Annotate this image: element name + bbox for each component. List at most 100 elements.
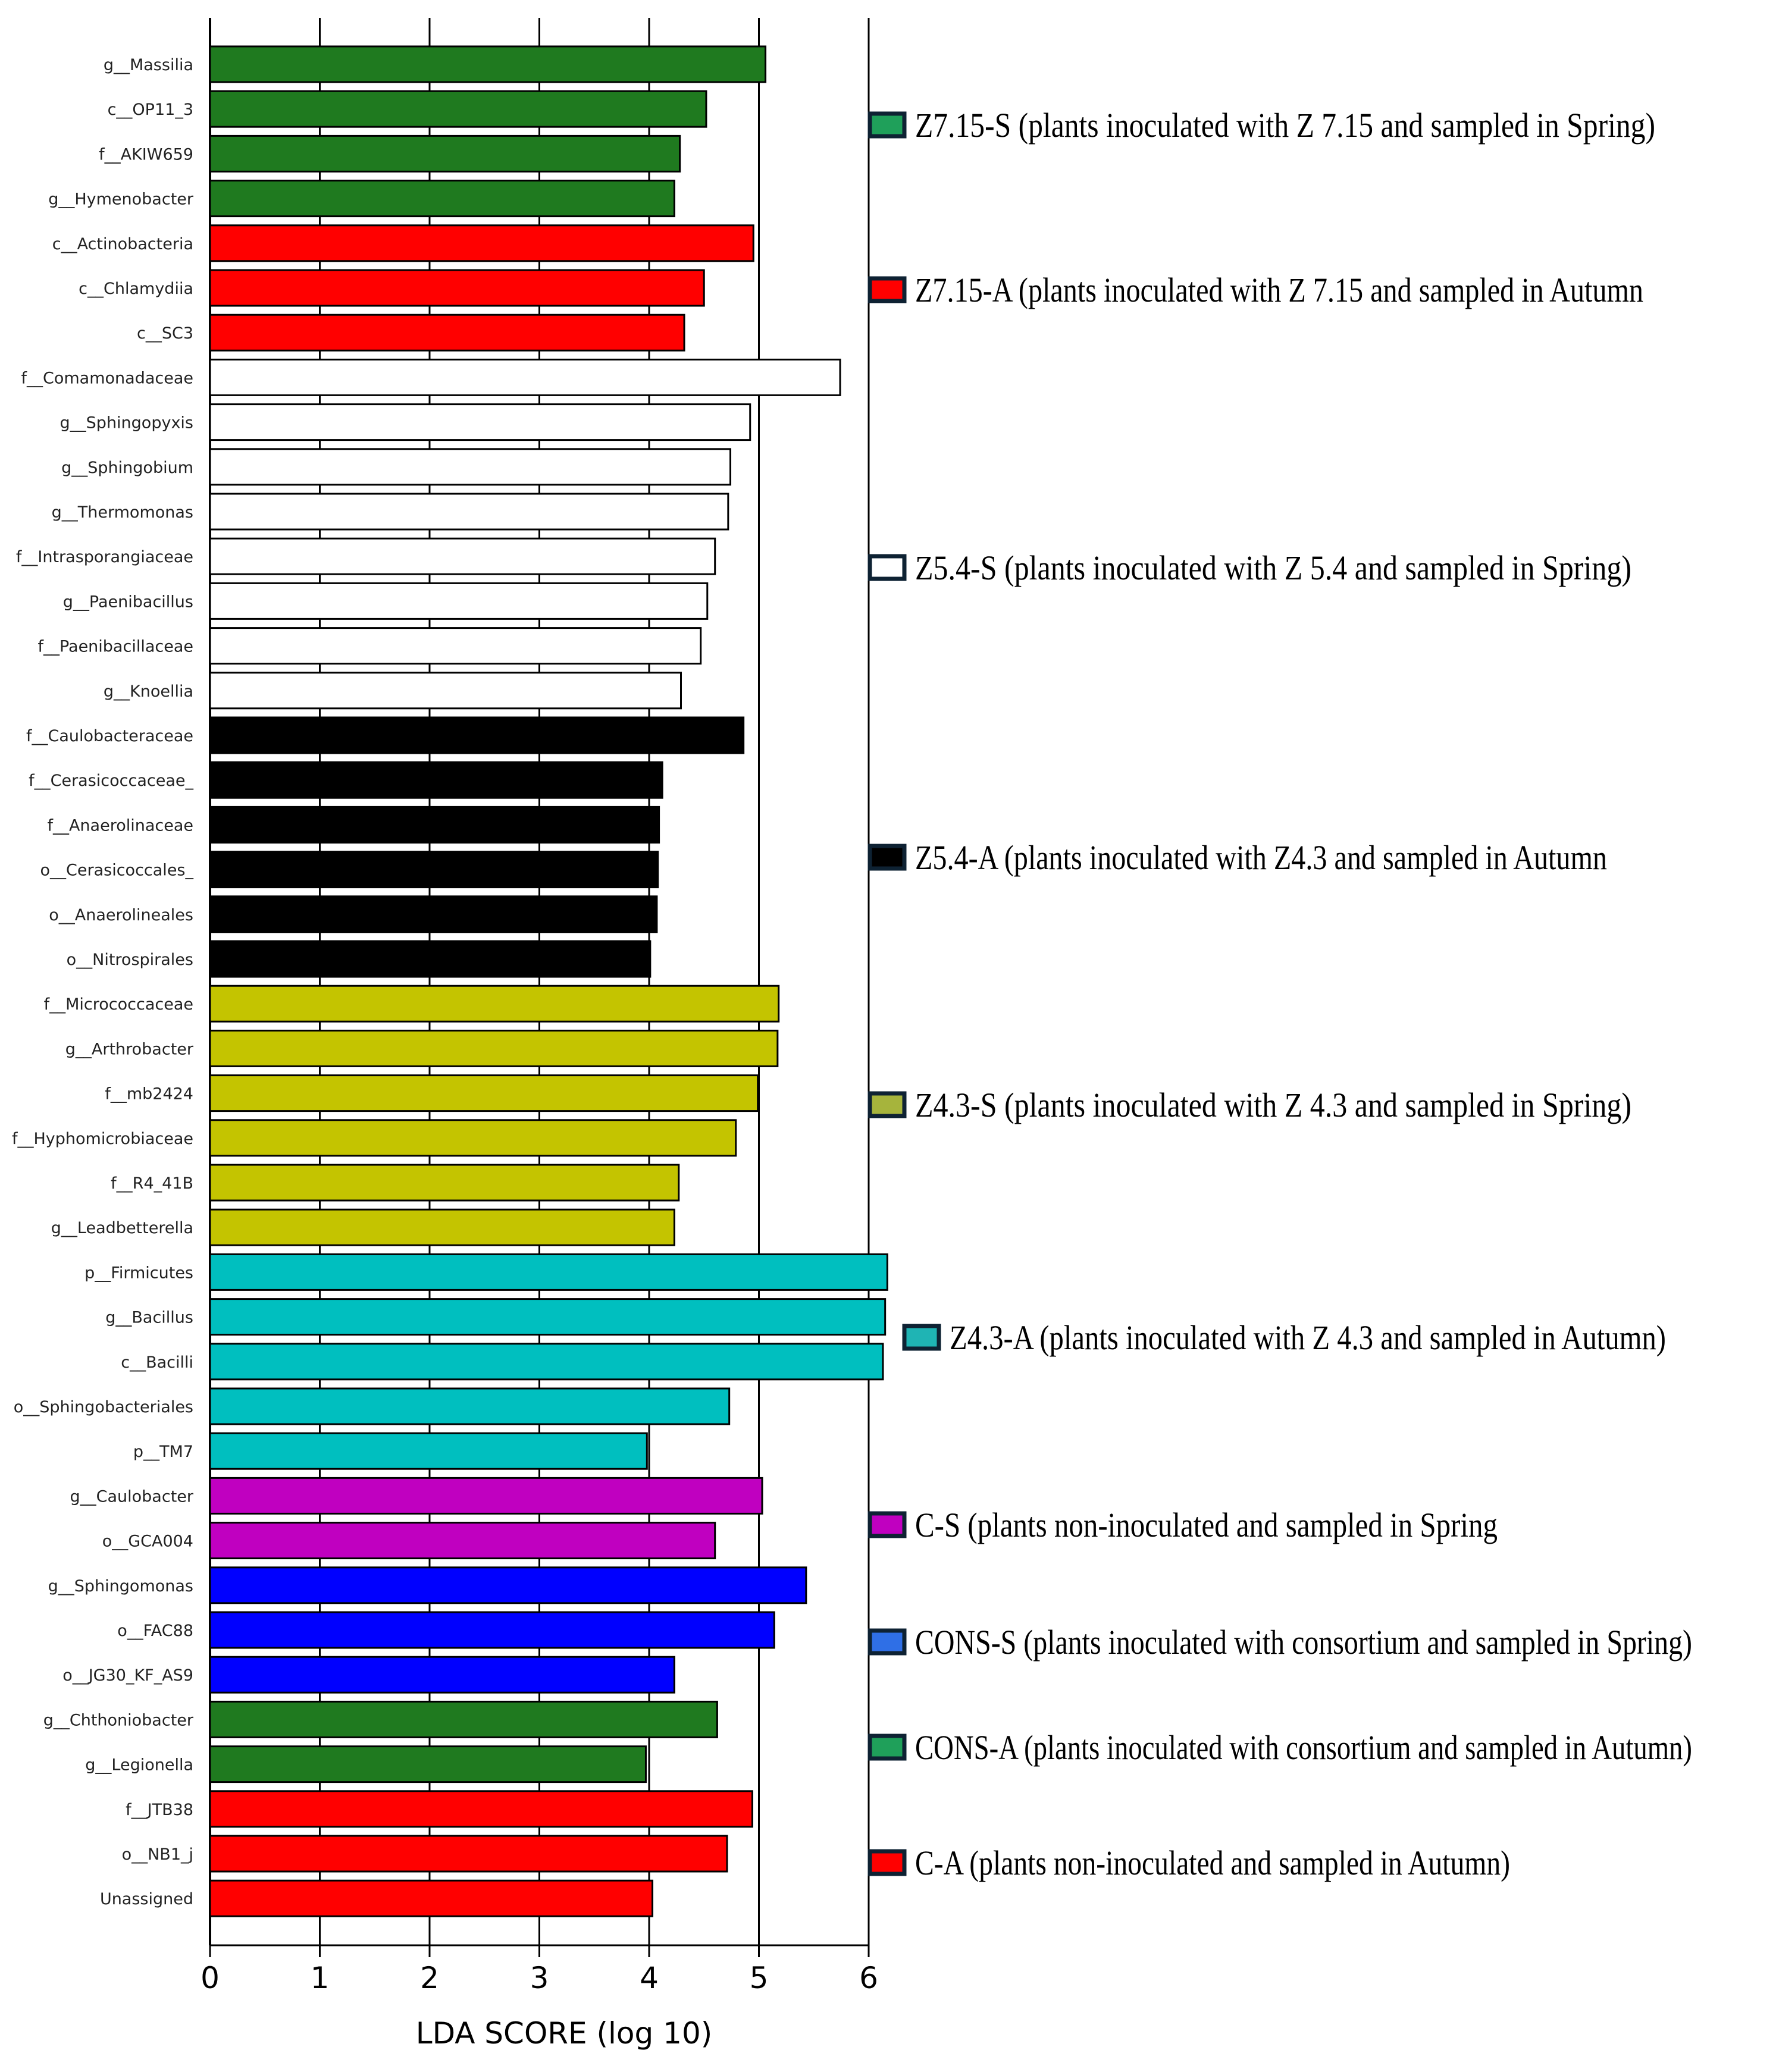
category-label: o__JG30_KF_AS9 [62,1666,193,1685]
category-label: o__Anaerolineales [49,906,193,924]
bar [209,269,705,307]
bar [209,1566,807,1604]
bar [209,1700,718,1738]
bar [209,1119,737,1157]
legend-swatch [867,1628,907,1656]
category-label: c__Actinobacteria [52,235,193,253]
bar-layer [209,45,888,1917]
bar [209,1343,884,1381]
legend-label: CONS-S (plants inoculated with consortiu… [915,1623,1692,1662]
legend-swatch [867,1511,907,1538]
bar [209,493,729,531]
category-label: f__Micrococcaceae [44,995,193,1014]
category-label: f__JTB38 [126,1801,193,1819]
bar [209,1477,763,1515]
bar [209,1253,888,1291]
bar [209,45,767,83]
legend-swatch [902,1324,941,1351]
category-label: c__OP11_3 [108,101,193,119]
category-label: o__Sphingobacteriales [14,1398,193,1416]
category-label: g__Chthoniobacter [43,1711,194,1729]
bar [209,940,652,978]
category-label: c__SC3 [137,324,193,343]
x-tick-label: 3 [530,1961,549,1995]
x-tick-label: 1 [311,1961,330,1995]
bar [209,985,780,1023]
category-label: f__Cerasicoccaceae_ [29,772,193,790]
bar [209,1298,887,1336]
category-label: f__Anaerolinaceae [47,816,193,835]
category-label: f__R4_41B [111,1174,193,1193]
bar [209,537,716,575]
bar [209,224,754,262]
legend-label: Z5.4-S (plants inoculated with Z 5.4 and… [915,548,1631,587]
category-label: g__Sphingobium [61,459,193,477]
bar [209,448,732,486]
bar [209,582,709,620]
bar [209,90,707,128]
category-label: g__Thermomonas [52,503,193,522]
category-label: g__Arthrobacter [65,1040,194,1058]
x-axis-title: LDA SCORE (log 10) [416,2016,713,2051]
legend-label: CONS-A (plants inoculated with consortiu… [915,1728,1692,1767]
bar [209,1387,731,1425]
category-label: g__Hymenobacter [48,190,194,209]
legend-swatch [867,111,907,139]
category-label: g__Leadbetterella [51,1219,193,1237]
bar [209,403,751,441]
bar [209,761,663,799]
legend-swatch [867,276,907,303]
x-axis: 0 1 2 3 4 5 6 [201,1944,878,1995]
category-label: g__Massilia [104,56,193,74]
category-label: f__mb2424 [105,1085,193,1104]
bar [209,1522,716,1560]
legend-label: C-A (plants non-inoculated and sampled i… [915,1844,1510,1882]
category-label: p__Firmicutes [84,1264,193,1282]
bar [209,895,658,933]
legend-label: Z4.3-A (plants inoculated with Z 4.3 and… [950,1318,1666,1357]
bar [209,1208,675,1246]
bar [209,358,841,396]
bar [209,627,702,665]
legend-label: Z7.15-A (plants inoculated with Z 7.15 a… [915,271,1643,309]
category-label: g__Bacillus [105,1309,193,1327]
category-label: g__Sphingopyxis [60,414,193,432]
legend-swatch [867,554,907,581]
bar [209,1074,759,1112]
category-label: c__Bacilli [121,1353,193,1372]
category-label: f__Comamonadaceae [21,369,194,387]
category-label: o__NB1_j [122,1845,193,1864]
legend-label: Z4.3-S (plants inoculated with Z 4.3 and… [915,1086,1631,1124]
category-label: g__Caulobacter [70,1487,194,1506]
category-labels: g__Massilia c__OP11_3 f__AKIW659 g__Hymenob… [12,56,194,1908]
bar [209,1164,680,1202]
category-label: o__GCA004 [102,1532,193,1551]
bar [209,672,682,710]
x-tick-label: 4 [640,1961,659,1995]
category-label: f__Caulobacteraceae [26,727,193,745]
category-label: g__Legionella [85,1756,193,1775]
category-label: o__Nitrospirales [67,951,193,969]
bar [209,1879,654,1917]
category-label: o__FAC88 [117,1622,193,1640]
category-label: g__Paenibacillus [63,593,193,611]
legend-swatch [867,1091,907,1118]
legend-swatch [867,844,907,871]
category-label: f__Paenibacillaceae [37,638,193,656]
bar [209,1790,753,1828]
category-label: f__Hyphomicrobiaceae [12,1130,193,1148]
bar [209,1611,775,1649]
bar [209,1029,779,1067]
category-label: o__Cerasicoccales_ [40,861,194,880]
category-label: f__Intrasporangiaceae [16,548,193,566]
bar [209,180,675,218]
category-label: c__Chlamydiia [79,280,193,298]
bar [209,1835,728,1873]
bar [209,1745,647,1783]
category-label: p__TM7 [133,1443,193,1461]
category-label: g__Sphingomonas [48,1577,193,1595]
legend-swatch [867,1734,907,1761]
bar [209,314,685,352]
bar [209,1432,648,1470]
